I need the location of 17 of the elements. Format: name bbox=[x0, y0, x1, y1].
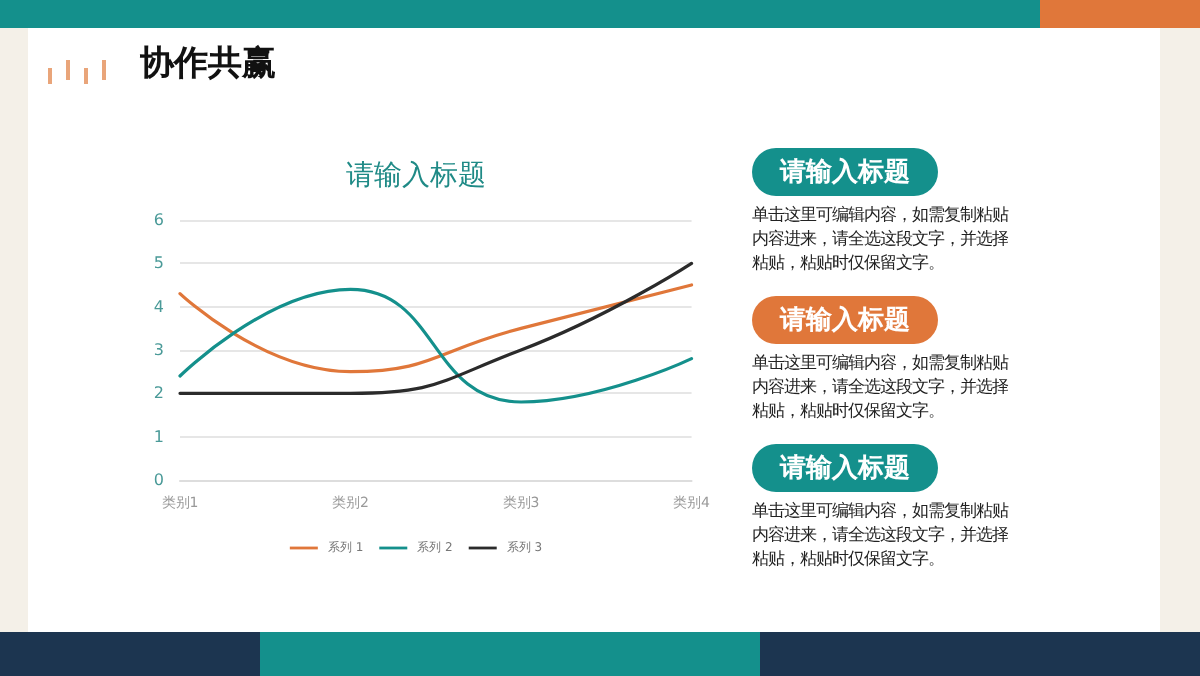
y-tick-label: 5 bbox=[153, 254, 164, 273]
line-series bbox=[178, 283, 694, 374]
y-tick-label: 3 bbox=[153, 341, 164, 359]
text: 单击这里可编辑内容，如需复制粘贴内容进来，请全选这段文字，并选择粘贴，粘贴时仅保留文字。 bbox=[752, 498, 1011, 570]
y-tick-label: 6 bbox=[153, 211, 164, 229]
text: 单击这里可编辑内容，如需复制粘贴内容进来，请全选这段文字，并选择粘贴，粘贴时仅保留文字。 bbox=[752, 202, 1011, 274]
chart-title: 请输入标题 bbox=[346, 160, 486, 192]
text: 协作共赢 bbox=[140, 42, 276, 86]
y-tick-label: 1 bbox=[153, 427, 164, 446]
y-tick-label: 0 bbox=[153, 471, 164, 489]
text: 请输入标题 bbox=[752, 444, 938, 492]
y-tick-label: 2 bbox=[153, 384, 164, 403]
text: 单击这里可编辑内容，如需复制粘贴内容进来，请全选这段文字，并选择粘贴，粘贴时仅保留文字。 bbox=[752, 350, 1011, 422]
line-series bbox=[178, 287, 694, 404]
text: 请输入标题 bbox=[752, 148, 938, 196]
y-tick-label: 4 bbox=[153, 297, 164, 316]
text: 请输入标题 bbox=[752, 296, 938, 344]
